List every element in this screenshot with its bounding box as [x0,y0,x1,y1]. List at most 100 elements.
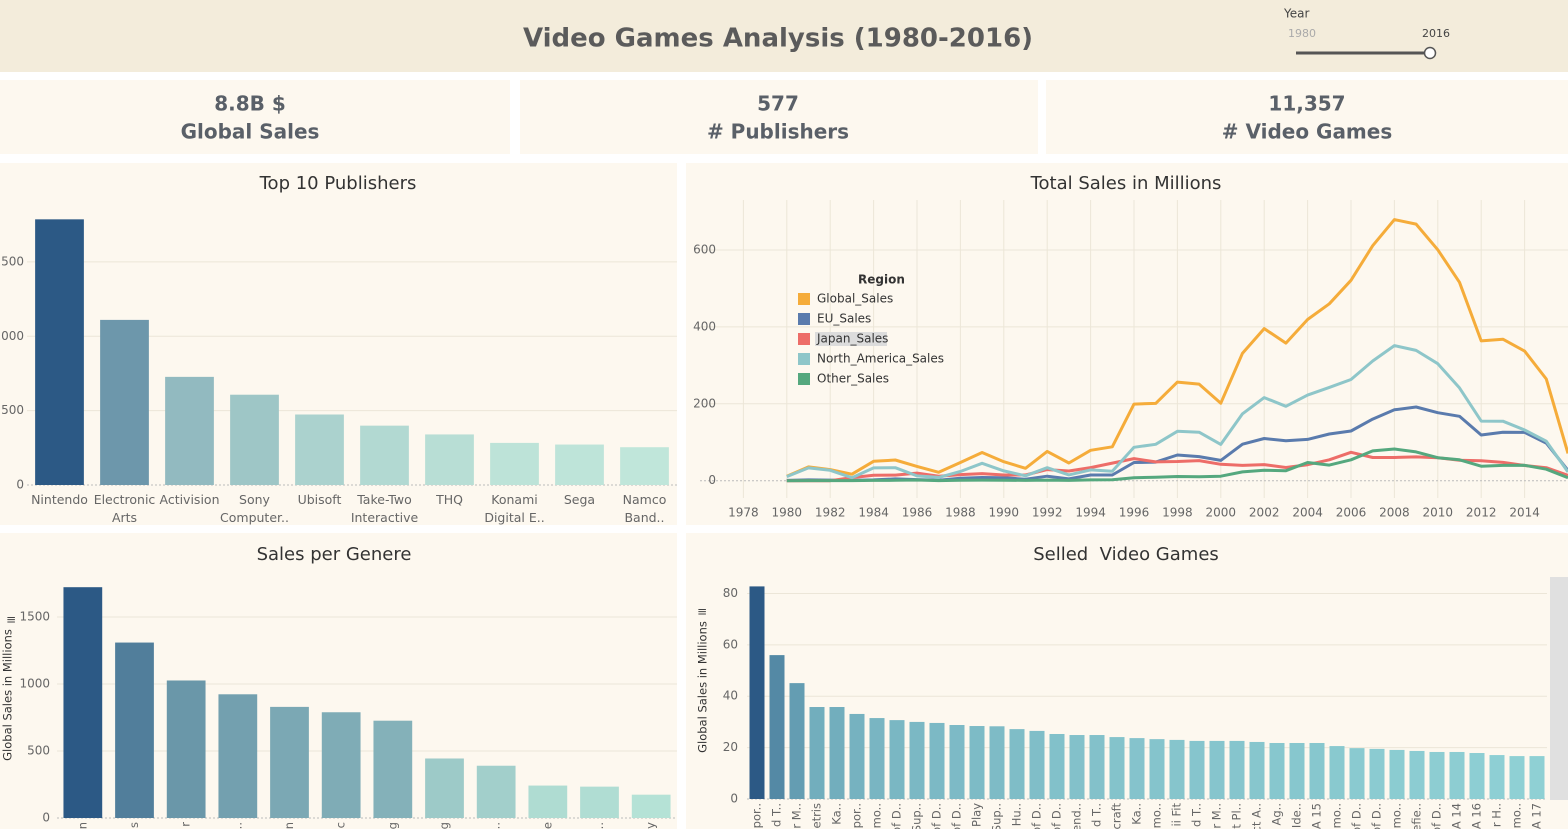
y-tick-label: 0 [730,792,738,806]
x-tick-label: Electronic Arts [94,492,156,525]
bar [889,720,905,799]
bar [1509,756,1525,799]
x-tick-label: .. [230,822,244,829]
line-series [786,447,1568,483]
x-tick-label: 2000 [1206,506,1237,520]
x-tick-label: 1996 [1119,506,1150,520]
y-tick-label: 500 [1,403,24,417]
x-tick-label: Ubisoft [298,492,342,507]
x-tick-label: s [127,822,141,828]
bar [1449,751,1465,799]
x-tick-label: of D.. [1370,803,1384,829]
scrollbar[interactable] [1550,577,1568,800]
x-tick-label: of D.. [890,803,904,829]
bar [1089,735,1105,799]
x-tick-label: 1978 [728,506,759,520]
x-tick-label: Ide.. [1290,803,1304,828]
x-tick-label: o Ka.. [1130,803,1144,829]
bar [929,722,945,799]
x-tick-label: A 16 [1470,803,1484,829]
bar [100,319,149,485]
x-tick-label: por.. [850,803,864,828]
y-axis-title: Global Sales in Millions [696,621,710,753]
bar [1129,738,1145,799]
x-tick-label: o Ka.. [830,803,844,829]
header-band [0,0,1568,72]
panel-title: Total Sales in Millions [1030,173,1222,194]
x-tick-label: g [385,822,399,829]
bar [909,721,925,799]
x-tick-label: 1980 [772,506,803,520]
bar [1409,750,1425,799]
sort-icon[interactable]: ≡ [6,613,16,627]
x-tick-label: .. [592,822,606,829]
label-line: Ubisoft [298,492,342,507]
bar [1489,755,1505,799]
x-tick-label: 2012 [1466,506,1497,520]
bar [1329,746,1345,799]
x-tick-label: Namco Band.. [623,492,667,525]
kpi-label: Global Sales [181,120,320,144]
x-tick-label: of D.. [1050,803,1064,829]
x-tick-label: 2010 [1423,506,1454,520]
label-line: Nintendo [31,492,88,507]
x-tick-label: Sony Computer.. [220,492,289,525]
x-tick-label: of D.. [1350,803,1364,829]
x-tick-label: ct A.. [1250,803,1264,829]
label-line: Sony [239,492,271,507]
x-tick-label: d T.. [1090,803,1104,827]
bar [425,758,464,818]
x-tick-label: A 14 [1450,803,1464,829]
x-tick-label: Activision [159,492,219,507]
y-tick-label: 80 [723,586,738,600]
x-tick-label: mo.. [1510,803,1524,828]
x-tick-label: Play [970,803,984,827]
bar [295,414,344,485]
x-tick-label: A 15 [1310,803,1324,829]
x-tick-label: of D.. [1030,803,1044,829]
kpi-card [1046,80,1568,154]
x-tick-label: efie.. [1410,803,1424,829]
x-tick-label: of D.. [930,803,944,829]
x-tick-label: Hu.. [1010,803,1024,826]
slider-knob[interactable] [1423,46,1437,60]
filter-label: Year [1283,7,1309,21]
bar [1169,739,1185,799]
x-tick-label: it Pl.. [1230,803,1244,829]
legend-label: Global_Sales [817,292,893,306]
legend-swatch [798,293,810,305]
x-tick-label: 1982 [815,506,846,520]
x-tick-label: of D.. [950,803,964,829]
bar [1529,756,1545,799]
bar [769,655,785,799]
x-tick-label: mo.. [870,803,884,828]
legend-label: North_America_Sales [817,352,944,366]
bar [1389,749,1405,799]
legend-label: Other_Sales [817,372,889,386]
label-line: THQ [435,492,463,507]
bar [555,444,604,485]
x-tick-label: r [179,822,193,827]
bar [949,725,965,799]
bar [1309,742,1325,799]
y-tick-label: 0 [16,478,24,492]
x-tick-label: etris [810,803,824,829]
x-tick-label: d T.. [1190,803,1204,827]
bar [476,765,516,818]
bar [35,219,84,485]
label-line: Electronic [94,492,156,507]
sort-icon[interactable]: ≡ [697,605,707,619]
x-tick-label: c [334,822,348,828]
label-line: Digital E.. [484,510,544,525]
x-tick-label: 1984 [858,506,889,520]
x-tick-label: 1994 [1075,506,1106,520]
x-tick-label: mo.. [1150,803,1164,828]
x-tick-label: 2006 [1336,506,1367,520]
bar [528,785,568,818]
x-tick-label: A 17 [1530,803,1544,829]
panel-title: Top 10 Publishers [259,173,417,194]
y-tick-label: 600 [693,242,716,256]
label-line: Activision [159,492,219,507]
y-axis-title: Global Sales in Millions [1,629,15,761]
bar [1269,742,1285,799]
